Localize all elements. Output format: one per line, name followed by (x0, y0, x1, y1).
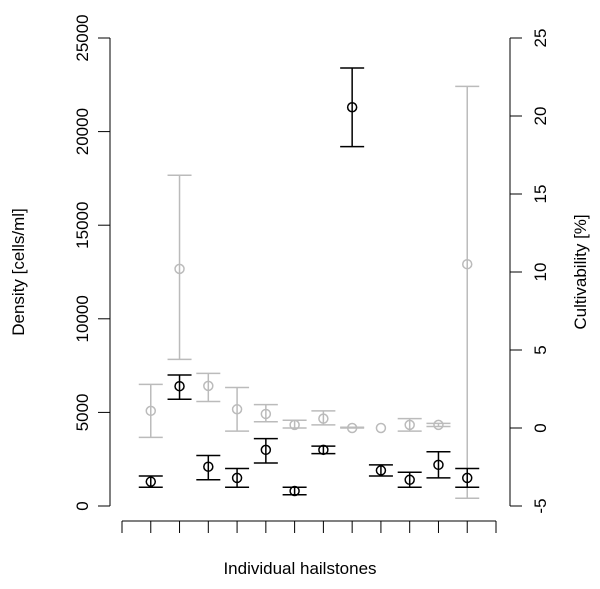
y2-tick-label: 10 (531, 263, 550, 282)
point (404, 474, 415, 486)
y2-tick-label: 15 (531, 185, 550, 204)
point (346, 102, 358, 113)
point (375, 422, 387, 434)
point (174, 263, 185, 275)
y2-axis-label: Cultivability [%] (571, 214, 590, 329)
point (260, 444, 272, 456)
point (433, 419, 444, 431)
y-tick-label: 10000 (73, 295, 92, 342)
y-tick-label: 15000 (73, 202, 92, 249)
x-axis-label: Individual hailstones (223, 559, 376, 578)
y2-tick-label: 5 (531, 345, 550, 354)
point (375, 465, 387, 476)
y-tick-label: 25000 (73, 14, 92, 61)
point (289, 485, 300, 497)
point (433, 459, 444, 471)
point (318, 413, 329, 424)
point (289, 419, 300, 431)
point (145, 476, 157, 487)
point (231, 472, 243, 484)
y2-tick-label: 20 (531, 107, 550, 126)
y-tick-label: 20000 (73, 108, 92, 155)
y2-tick-label: 0 (531, 423, 550, 432)
point (461, 258, 473, 270)
point (461, 472, 473, 484)
point (346, 422, 358, 434)
point (404, 419, 415, 431)
y-tick-label: 5000 (73, 393, 92, 431)
point (145, 405, 157, 417)
point (174, 380, 185, 392)
y-axis-label: Density [cells/ml] (9, 208, 28, 336)
point (260, 408, 272, 420)
point (203, 380, 214, 392)
point (318, 444, 329, 456)
y2-tick-label: -5 (531, 498, 550, 513)
point (203, 461, 214, 472)
y2-tick-label: 25 (531, 29, 550, 48)
point (231, 404, 243, 415)
y-tick-label: 0 (73, 501, 92, 510)
